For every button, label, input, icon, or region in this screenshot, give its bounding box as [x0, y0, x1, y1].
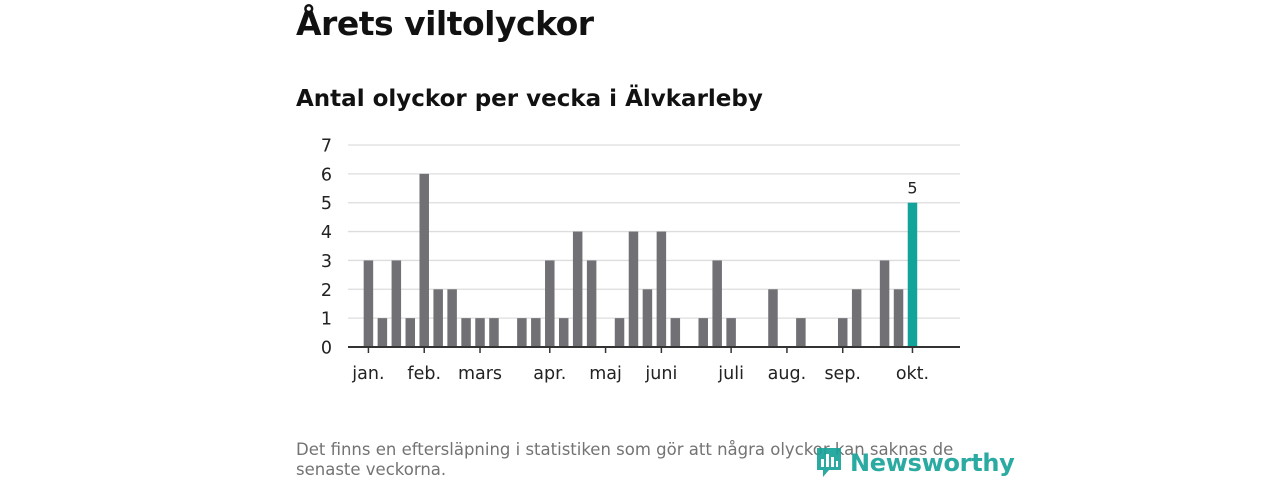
gridlines — [348, 144, 960, 319]
data-label: 5 — [907, 179, 917, 198]
bar — [433, 289, 443, 347]
bar — [419, 173, 429, 347]
newsworthy-logo-icon — [817, 448, 841, 477]
x-tick-label: okt. — [896, 364, 929, 384]
bar — [726, 318, 736, 347]
y-tick-label: 3 — [321, 252, 332, 272]
bar — [628, 231, 639, 347]
bar — [475, 318, 485, 347]
bar — [572, 231, 583, 347]
brand-name: Newsworthy — [850, 449, 1015, 477]
x-tick-label: apr. — [533, 364, 566, 384]
y-tick-label: 1 — [321, 310, 332, 330]
y-tick-label: 7 — [321, 137, 332, 157]
data-labels: 5 — [907, 179, 917, 198]
bar-chart: 0 1 2 3 4 5 6 7 jan. feb. mars apr. maj juni juli aug.… — [321, 137, 960, 384]
brand-logo: Newsworthy — [814, 446, 1015, 480]
bar — [670, 318, 681, 347]
x-tick-label: juni — [644, 364, 677, 384]
bar — [405, 318, 416, 347]
bar — [391, 260, 402, 347]
x-tick-label: jan. — [351, 364, 384, 384]
y-tick-label: 6 — [321, 165, 332, 185]
bar — [768, 289, 778, 347]
bar — [642, 289, 653, 347]
bar — [698, 318, 708, 347]
bar — [712, 260, 722, 347]
chart-subtitle: Antal olyckor per vecka i Älvkarleby — [296, 86, 763, 112]
y-tick-label: 5 — [321, 194, 332, 214]
bar — [545, 260, 555, 347]
bar — [614, 318, 625, 347]
bar — [531, 318, 541, 347]
bar — [796, 318, 806, 347]
bar — [489, 318, 499, 347]
bar — [377, 318, 388, 347]
x-axis-ticks: jan. feb. mars apr. maj juni juli aug. sep. okt. — [351, 347, 929, 384]
y-tick-label: 0 — [321, 339, 332, 359]
bar — [461, 318, 471, 347]
bar — [558, 318, 569, 347]
bar-highlight — [907, 202, 918, 347]
bar — [586, 260, 597, 347]
x-tick-label: aug. — [768, 364, 807, 384]
bar — [837, 318, 848, 347]
y-tick-label: 2 — [321, 281, 332, 301]
bar — [517, 318, 527, 347]
x-tick-label: feb. — [407, 364, 441, 384]
footnote: Det finns en eftersläpning i statistiken… — [296, 440, 954, 479]
bar — [851, 289, 862, 347]
page-title: Årets viltolyckor — [296, 4, 594, 43]
x-tick-label: juli — [717, 364, 744, 384]
bar — [879, 260, 890, 347]
bars — [363, 173, 918, 347]
bar — [656, 231, 667, 347]
x-tick-label: sep. — [824, 364, 861, 384]
bar — [363, 260, 374, 347]
y-tick-label: 4 — [321, 223, 332, 243]
bar — [447, 289, 457, 347]
x-tick-label: maj — [589, 364, 622, 384]
bar — [893, 289, 904, 347]
y-axis-ticks: 0 1 2 3 4 5 6 7 — [321, 137, 332, 359]
x-tick-label: mars — [458, 364, 502, 384]
